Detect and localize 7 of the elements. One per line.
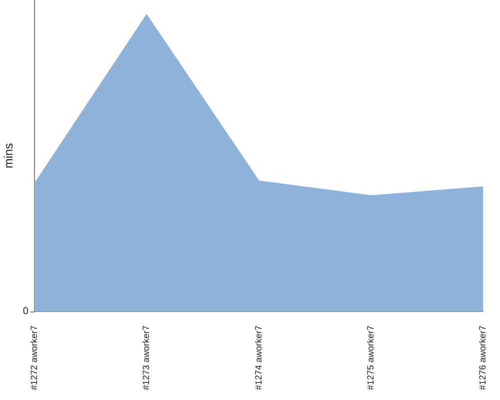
x-tick-label: #1272 aworker7	[28, 325, 39, 390]
x-tick-label: #1276 aworker7	[478, 325, 488, 390]
text: 0	[22, 306, 29, 318]
x-tick-label: #1275 aworker7	[365, 325, 376, 390]
y-axis-title: mins	[2, 143, 16, 168]
x-tick-label: #1273 aworker7	[141, 325, 152, 390]
x-tick-label: #1274 aworker7	[253, 325, 264, 390]
